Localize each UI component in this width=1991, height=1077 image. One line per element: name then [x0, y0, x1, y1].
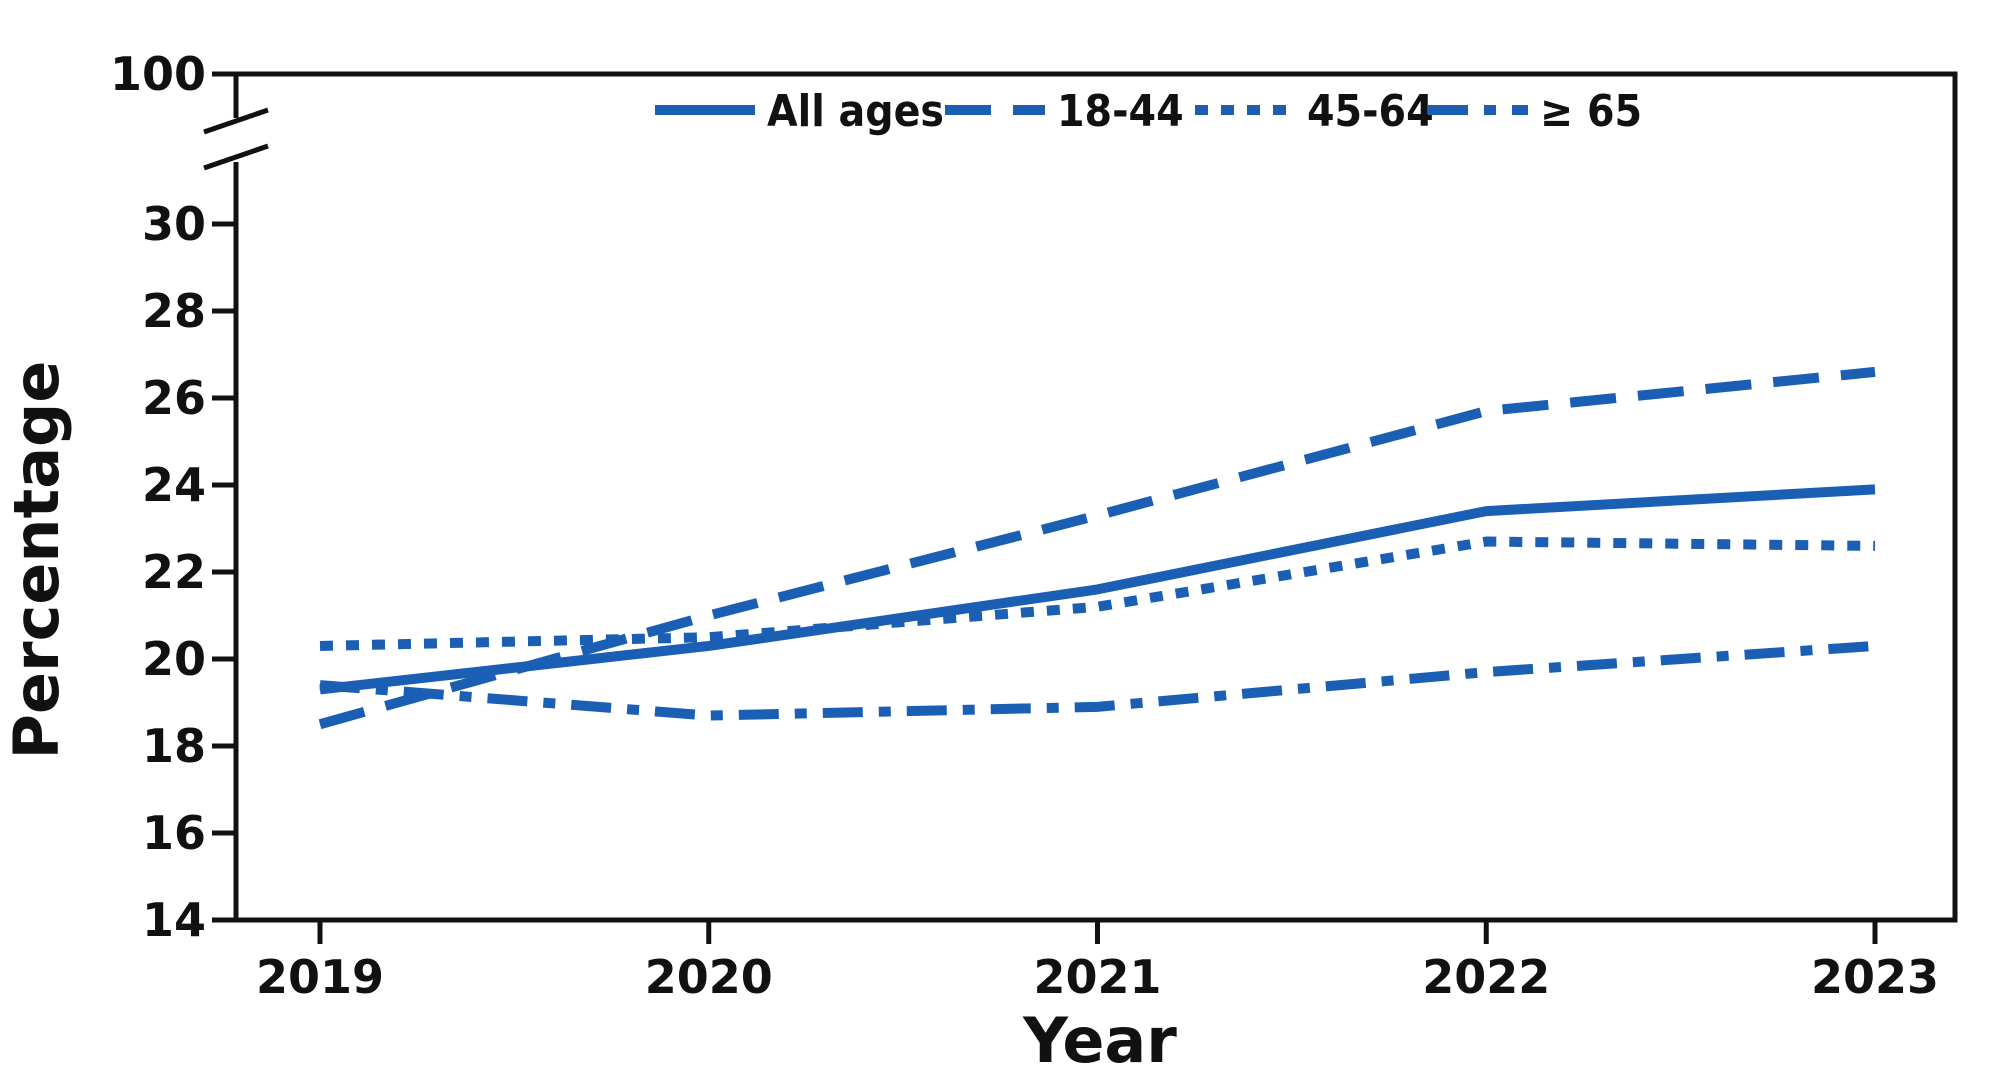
y-tick-label: 20: [142, 632, 206, 686]
x-axis-title: Year: [1022, 1004, 1177, 1077]
y-tick-label: 100: [110, 47, 206, 101]
x-tick-label: 2021: [1033, 950, 1161, 1004]
x-tick-label: 2022: [1422, 950, 1550, 1004]
legend-label: All ages: [767, 86, 944, 137]
y-tick-label: 16: [142, 806, 206, 860]
series-line-solid: [319, 484, 1876, 695]
x-tick-label: 2019: [256, 950, 384, 1004]
x-tick-label: 2020: [645, 950, 773, 1004]
y-tick-label: 30: [142, 197, 206, 251]
legend-label: 18-44: [1057, 86, 1184, 137]
y-tick-label: 18: [142, 719, 206, 773]
y-tick-label: 24: [142, 458, 206, 512]
x-tick-label: 2023: [1811, 950, 1939, 1004]
legend-label: 45-64: [1307, 86, 1434, 137]
legend-label: ≥ 65: [1540, 86, 1642, 137]
axis-break-mark: [203, 107, 269, 135]
series-line-dashed: [318, 366, 1876, 730]
y-tick-label: 22: [142, 545, 206, 599]
y-tick-label: 28: [142, 284, 206, 338]
y-tick-label: 14: [142, 893, 206, 947]
axis-break-mark: [203, 143, 269, 171]
y-tick-label: 26: [142, 371, 206, 425]
series-line-dashdot: [319, 640, 1876, 721]
y-axis-title: Percentage: [0, 361, 73, 760]
series-line-dotted: [319, 536, 1876, 651]
